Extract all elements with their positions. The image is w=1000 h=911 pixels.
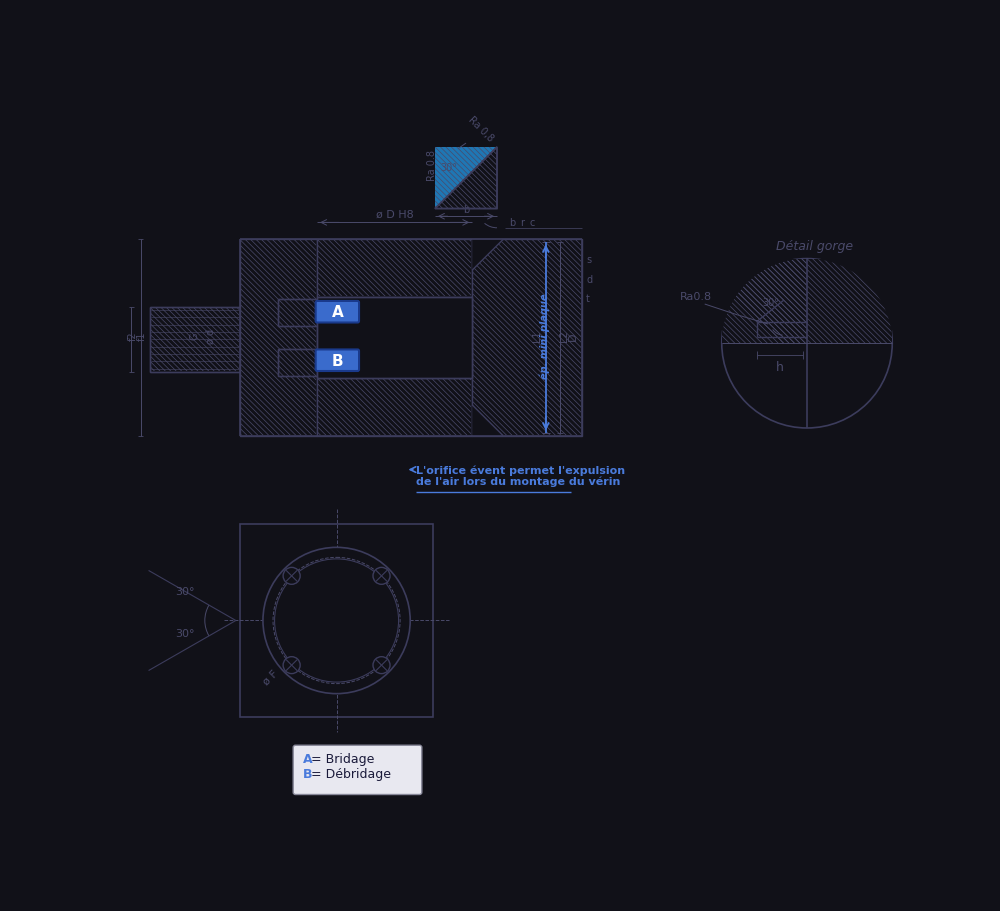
Text: b: b bbox=[463, 205, 469, 215]
Bar bbox=[317, 379, 472, 436]
Text: r: r bbox=[520, 219, 524, 229]
Circle shape bbox=[373, 568, 390, 585]
Text: Détail gorge: Détail gorge bbox=[776, 240, 853, 252]
Bar bbox=[473, 241, 581, 435]
FancyBboxPatch shape bbox=[293, 745, 422, 794]
Circle shape bbox=[275, 559, 399, 682]
Bar bbox=[317, 298, 472, 379]
Polygon shape bbox=[472, 241, 503, 271]
Bar bbox=[318, 241, 471, 297]
Text: Ra0.8: Ra0.8 bbox=[680, 292, 712, 302]
Circle shape bbox=[283, 568, 300, 585]
Bar bbox=[278, 300, 317, 327]
Circle shape bbox=[263, 548, 410, 694]
Text: c: c bbox=[530, 219, 535, 229]
Text: h: h bbox=[776, 361, 784, 374]
Text: D: D bbox=[568, 332, 578, 341]
Text: = Débridage: = Débridage bbox=[311, 767, 391, 780]
Text: 30°: 30° bbox=[175, 586, 195, 596]
Text: Ra 0,8: Ra 0,8 bbox=[466, 115, 495, 144]
Text: G: G bbox=[190, 333, 200, 340]
Bar bbox=[318, 379, 471, 435]
Text: d: d bbox=[586, 274, 592, 284]
Text: A: A bbox=[331, 305, 343, 320]
Bar bbox=[151, 309, 239, 372]
Bar bbox=[435, 148, 497, 210]
Bar bbox=[472, 241, 582, 436]
FancyBboxPatch shape bbox=[316, 350, 359, 372]
Text: ø d: ø d bbox=[205, 329, 215, 343]
Text: 30°: 30° bbox=[440, 163, 457, 173]
Polygon shape bbox=[472, 405, 503, 436]
FancyBboxPatch shape bbox=[316, 302, 359, 323]
Text: s: s bbox=[586, 255, 591, 265]
Text: L'orifice évent permet l'expulsion: L'orifice évent permet l'expulsion bbox=[416, 466, 625, 476]
Bar bbox=[279, 351, 316, 376]
Text: t: t bbox=[586, 293, 590, 303]
Text: B: B bbox=[303, 767, 313, 780]
Bar bbox=[240, 525, 433, 717]
Bar bbox=[317, 241, 472, 298]
Bar bbox=[279, 301, 316, 326]
Text: b: b bbox=[509, 219, 515, 229]
Text: ép. mini plaque: ép. mini plaque bbox=[539, 293, 550, 379]
Text: de l'air lors du montage du vérin: de l'air lors du montage du vérin bbox=[416, 476, 620, 486]
Text: B: B bbox=[332, 353, 343, 368]
Bar bbox=[240, 241, 316, 435]
Bar bbox=[722, 260, 807, 344]
Text: = Bridage: = Bridage bbox=[311, 752, 374, 765]
Text: ø F: ø F bbox=[261, 668, 280, 687]
Bar bbox=[150, 308, 240, 373]
Circle shape bbox=[722, 260, 892, 428]
Text: L2: L2 bbox=[559, 331, 569, 343]
Text: A: A bbox=[303, 752, 313, 765]
Text: Ra 0.8: Ra 0.8 bbox=[427, 149, 437, 180]
Text: ø D H8: ø D H8 bbox=[376, 209, 414, 219]
Bar bbox=[278, 350, 317, 377]
Text: L1: L1 bbox=[532, 331, 542, 342]
Bar bbox=[240, 241, 317, 436]
Circle shape bbox=[373, 657, 390, 674]
Text: 30°: 30° bbox=[175, 629, 195, 639]
Circle shape bbox=[722, 260, 892, 428]
Circle shape bbox=[283, 657, 300, 674]
Text: f2: f2 bbox=[128, 332, 138, 341]
Polygon shape bbox=[435, 148, 497, 210]
Bar bbox=[807, 260, 892, 344]
Text: 30°: 30° bbox=[762, 298, 779, 307]
Text: f1: f1 bbox=[137, 332, 147, 341]
